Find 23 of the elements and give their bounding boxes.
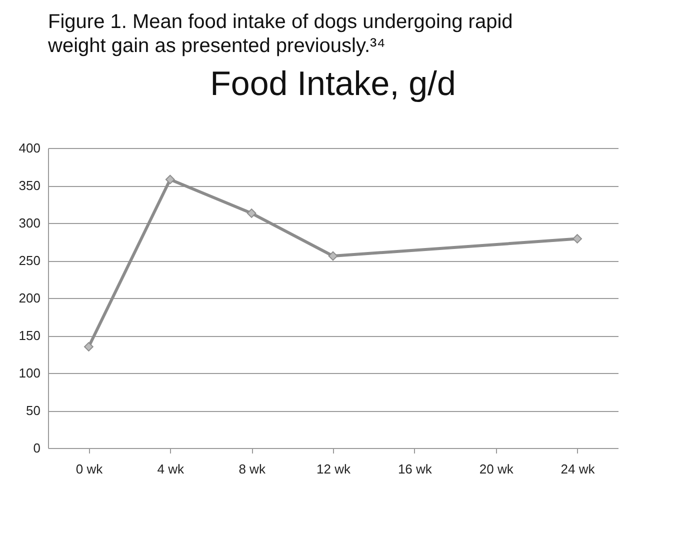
point — [84, 342, 94, 352]
y-tick-label: 50 — [26, 403, 40, 418]
y-tick-label: 350 — [18, 178, 40, 193]
chart-title: Food Intake, g/d — [210, 65, 456, 103]
y-tick-label: 100 — [18, 366, 40, 380]
x-tick-label: 4 wk — [157, 462, 185, 476]
point — [246, 208, 256, 218]
y-tick-label: 300 — [18, 216, 40, 230]
caption: Figure 1. Mean food intake of dogs undergoing rapid weight gain as presented previously.³⁴ — [47, 11, 513, 57]
point — [165, 174, 175, 184]
x-tick-label: 8 wk — [238, 462, 266, 476]
x-tick-label: 0 wk — [76, 462, 104, 476]
point — [572, 234, 582, 244]
y-tick-label: 150 — [18, 328, 40, 343]
x-tick-label: 12 wk — [316, 462, 351, 476]
x-tick-label: 24 wk — [560, 462, 596, 476]
y-tick-label: 0 — [33, 440, 40, 456]
y-tick-label: 250 — [18, 253, 40, 268]
x-tick-label: 20 wk — [479, 462, 514, 476]
y-tick-label: 200 — [18, 290, 40, 306]
y-tick-label: 400 — [18, 140, 40, 156]
x-tick-label: 16 wk — [398, 462, 432, 476]
point — [328, 251, 338, 261]
